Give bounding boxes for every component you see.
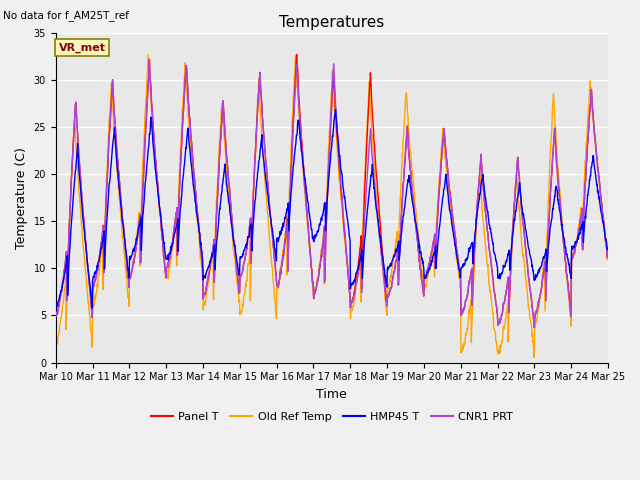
CNR1 PRT <box>145 57 153 62</box>
Panel T <box>237 273 244 278</box>
HMP45 T <box>88 305 96 311</box>
Panel T <box>490 288 498 294</box>
Panel T <box>418 279 426 285</box>
Old Ref Temp <box>540 265 547 271</box>
HMP45 T <box>419 255 426 261</box>
Old Ref Temp <box>237 311 244 317</box>
HMP45 T <box>540 255 547 261</box>
HMP45 T <box>237 255 244 261</box>
CNR1 PRT <box>540 272 547 278</box>
Old Ref Temp <box>145 51 152 57</box>
HMP45 T <box>52 303 60 309</box>
CNR1 PRT <box>418 279 426 285</box>
CNR1 PRT <box>237 274 244 279</box>
Line: Old Ref Temp: Old Ref Temp <box>56 54 608 358</box>
Panel T <box>531 324 538 330</box>
HMP45 T <box>175 230 183 236</box>
HMP45 T <box>604 245 612 251</box>
HMP45 T <box>332 107 339 112</box>
Panel T <box>52 312 60 318</box>
Line: Panel T: Panel T <box>56 55 608 327</box>
Panel T <box>540 272 547 278</box>
Old Ref Temp <box>162 270 170 276</box>
CNR1 PRT <box>531 324 538 330</box>
Panel T <box>293 52 301 58</box>
Panel T <box>161 267 169 273</box>
CNR1 PRT <box>162 270 170 276</box>
Title: Temperatures: Temperatures <box>279 15 385 30</box>
Panel T <box>175 210 182 216</box>
Old Ref Temp <box>604 253 612 259</box>
CNR1 PRT <box>604 254 612 260</box>
Panel T <box>604 254 612 260</box>
Line: CNR1 PRT: CNR1 PRT <box>56 60 608 327</box>
CNR1 PRT <box>490 288 498 294</box>
Y-axis label: Temperature (C): Temperature (C) <box>15 147 28 249</box>
Old Ref Temp <box>490 326 498 332</box>
HMP45 T <box>162 252 170 258</box>
CNR1 PRT <box>52 312 60 318</box>
CNR1 PRT <box>175 201 183 207</box>
Text: VR_met: VR_met <box>58 42 106 53</box>
X-axis label: Time: Time <box>317 388 348 401</box>
Text: No data for f_AM25T_ref: No data for f_AM25T_ref <box>3 11 129 22</box>
HMP45 T <box>490 250 498 256</box>
Old Ref Temp <box>52 340 60 346</box>
Old Ref Temp <box>418 268 426 274</box>
Line: HMP45 T: HMP45 T <box>56 109 608 308</box>
Old Ref Temp <box>175 186 183 192</box>
Legend: Panel T, Old Ref Temp, HMP45 T, CNR1 PRT: Panel T, Old Ref Temp, HMP45 T, CNR1 PRT <box>146 408 518 427</box>
Old Ref Temp <box>531 355 538 360</box>
